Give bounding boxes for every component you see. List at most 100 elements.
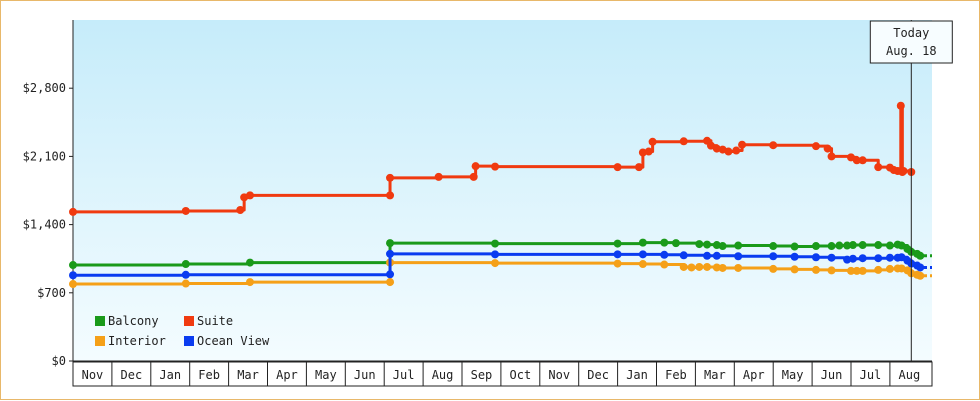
- data-point-interior: [679, 262, 688, 271]
- today-date: Aug. 18: [886, 44, 937, 58]
- data-point-interior: [769, 264, 778, 273]
- series-suite: [69, 101, 916, 216]
- data-point-ocean-view: [897, 253, 906, 262]
- today-marker: Today Aug. 18: [869, 20, 953, 361]
- data-point-ocean-view: [69, 271, 77, 280]
- data-point-ocean-view: [874, 254, 883, 263]
- legend-label: Suite: [197, 314, 233, 328]
- data-point-interior: [712, 263, 721, 272]
- data-point-interior: [695, 262, 704, 271]
- data-point-ocean-view: [613, 250, 622, 259]
- series-layer: [69, 101, 932, 289]
- data-point-suite: [69, 207, 77, 216]
- data-point-suite: [874, 163, 883, 172]
- data-point-interior: [181, 279, 190, 288]
- data-point-ocean-view: [660, 250, 669, 259]
- legend: Balcony Suite Interior Ocean View: [95, 314, 270, 348]
- data-point-balcony: [695, 240, 704, 249]
- data-point-balcony: [638, 238, 647, 247]
- data-point-interior: [852, 266, 861, 275]
- data-point-balcony: [734, 241, 743, 250]
- x-tick-label: Aug: [899, 368, 921, 382]
- data-point-suite: [245, 191, 254, 200]
- x-tick-label: Jun: [354, 368, 376, 382]
- data-point-balcony: [916, 251, 925, 260]
- plot-area: [73, 20, 932, 361]
- y-axis: $0 $700 $1,400 $2,100 $2,800: [23, 20, 74, 368]
- today-box: [869, 20, 953, 64]
- data-point-ocean-view: [638, 250, 647, 259]
- data-point-interior: [491, 259, 500, 268]
- x-tick-label: Aug: [432, 368, 454, 382]
- data-point-ocean-view: [916, 263, 925, 272]
- x-tick-label: Sep: [471, 368, 493, 382]
- x-tick-label: Apr: [276, 368, 298, 382]
- data-point-suite: [613, 163, 622, 172]
- data-point-balcony: [718, 242, 727, 251]
- legend-item-balcony: Balcony: [95, 314, 159, 328]
- legend-label: Balcony: [108, 314, 159, 328]
- data-point-balcony: [843, 241, 852, 250]
- x-tick-label: Mar: [704, 368, 726, 382]
- x-tick-label: Apr: [743, 368, 765, 382]
- data-point-balcony: [386, 239, 395, 248]
- x-tick-label: Jun: [821, 368, 843, 382]
- today-label: Today: [893, 26, 929, 40]
- legend-swatch: [95, 336, 105, 346]
- data-point-interior: [874, 265, 883, 274]
- data-point-ocean-view: [790, 252, 799, 261]
- data-point-suite: [823, 144, 832, 153]
- data-point-ocean-view: [181, 270, 190, 279]
- x-tick-label: Nov: [548, 368, 570, 382]
- y-tick-label: $2,800: [23, 81, 66, 95]
- data-point-balcony: [874, 241, 883, 250]
- x-axis-band: [72, 361, 933, 387]
- data-point-suite: [236, 205, 245, 214]
- x-tick-label: Dec: [587, 368, 609, 382]
- legend-label: Interior: [108, 334, 166, 348]
- legend-swatch: [184, 336, 194, 346]
- x-tick-label: Jan: [626, 368, 648, 382]
- data-point-interior: [847, 266, 855, 275]
- data-point-suite: [811, 142, 820, 151]
- data-point-suite: [896, 101, 905, 110]
- data-point-interior: [613, 259, 622, 268]
- data-point-suite: [738, 140, 747, 149]
- legend-item-suite: Suite: [184, 314, 233, 328]
- data-point-ocean-view: [679, 251, 688, 260]
- data-point-interior: [858, 266, 867, 275]
- y-tick-label: $1,400: [23, 218, 66, 232]
- data-point-interior: [245, 278, 254, 287]
- y-tick-label: $0: [52, 354, 66, 368]
- data-point-suite: [634, 163, 643, 172]
- data-point-interior: [638, 260, 647, 269]
- x-tick-label: Oct: [510, 368, 532, 382]
- data-point-ocean-view: [386, 270, 395, 279]
- data-point-ocean-view: [703, 251, 712, 260]
- y-tick-label: $2,100: [23, 149, 66, 163]
- data-point-suite: [181, 206, 190, 215]
- x-tick-label: May: [782, 368, 804, 382]
- data-point-balcony: [811, 242, 820, 251]
- data-point-ocean-view: [811, 253, 820, 262]
- data-point-interior: [734, 263, 743, 272]
- data-point-suite: [827, 152, 836, 161]
- data-point-balcony: [69, 261, 77, 270]
- data-point-suite: [852, 156, 861, 165]
- legend-swatch: [184, 316, 194, 326]
- data-point-ocean-view: [712, 251, 721, 260]
- data-point-interior: [687, 263, 696, 272]
- data-point-ocean-view: [885, 253, 894, 262]
- data-point-balcony: [885, 241, 894, 250]
- data-point-interior: [703, 262, 712, 271]
- data-point-suite: [648, 137, 657, 146]
- x-tick-label: Feb: [198, 368, 220, 382]
- data-point-ocean-view: [734, 252, 743, 261]
- data-point-ocean-view: [491, 250, 500, 259]
- data-point-balcony: [848, 241, 857, 250]
- legend-item-ocean-view: Ocean View: [184, 334, 270, 348]
- x-tick-label: May: [315, 368, 337, 382]
- data-point-suite: [679, 137, 688, 146]
